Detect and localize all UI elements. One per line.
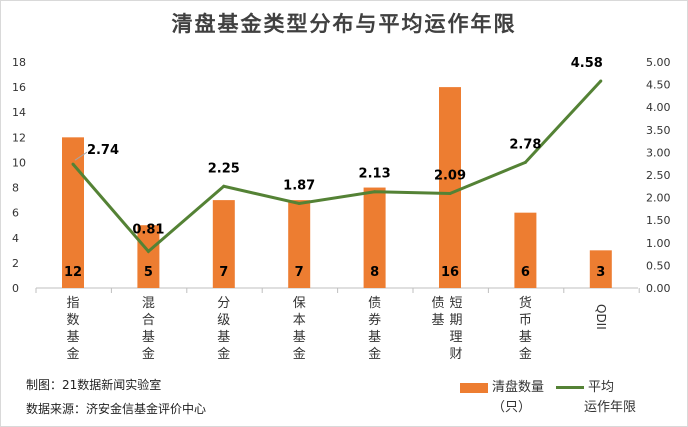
right-tick-label: 1.00 bbox=[646, 237, 671, 250]
line-point bbox=[222, 184, 226, 188]
bar bbox=[137, 225, 160, 288]
bar-label: 6 bbox=[521, 265, 530, 280]
category-label: 金 bbox=[142, 346, 155, 362]
bar-label: 16 bbox=[441, 265, 459, 280]
left-tick-label: 18 bbox=[12, 56, 26, 69]
label-leader bbox=[74, 151, 88, 161]
line-point bbox=[71, 162, 75, 166]
legend-bar: 清盘数量 （只） bbox=[460, 378, 544, 418]
left-tick-label: 0 bbox=[12, 282, 19, 295]
line-label: 4.58 bbox=[571, 56, 603, 71]
category-label: 金 bbox=[519, 346, 532, 362]
right-tick-label: 0.50 bbox=[646, 259, 671, 272]
category-label: 金 bbox=[66, 346, 79, 362]
line-label: 1.87 bbox=[283, 178, 315, 193]
bar bbox=[439, 87, 461, 288]
category-label: 保 bbox=[293, 296, 306, 311]
bar-label: 8 bbox=[370, 265, 379, 280]
category-label: 债 bbox=[431, 296, 444, 311]
left-tick-label: 10 bbox=[12, 156, 26, 169]
left-tick-label: 8 bbox=[12, 182, 19, 195]
right-tick-label: 4.00 bbox=[646, 101, 671, 114]
left-tick-label: 16 bbox=[12, 81, 26, 94]
chart-title: 清盘基金类型分布与平均运作年限 bbox=[171, 12, 517, 36]
category-label: 短 bbox=[449, 296, 462, 311]
credit-maker: 制图：21数据新闻实验室 bbox=[26, 378, 162, 392]
line-point bbox=[146, 249, 150, 253]
line-label: 0.81 bbox=[132, 222, 164, 237]
category-label: 金 bbox=[293, 346, 306, 362]
line-label: 2.78 bbox=[509, 137, 541, 152]
category-label: 币 bbox=[519, 313, 532, 328]
legend-bar-label: 清盘数量 bbox=[492, 380, 545, 395]
legend-line: 平均 运作年限 bbox=[556, 378, 636, 418]
line-point bbox=[523, 160, 527, 164]
category-label: 财 bbox=[449, 347, 462, 362]
category-label: 基 bbox=[142, 330, 155, 345]
legend-bar-swatch bbox=[460, 382, 488, 393]
right-tick-label: 2.00 bbox=[646, 192, 671, 205]
category-label: 基 bbox=[519, 330, 532, 345]
line-label: 2.74 bbox=[87, 143, 119, 158]
line-label: 2.09 bbox=[434, 169, 466, 184]
bar-label: 3 bbox=[596, 265, 605, 280]
category-label: 基 bbox=[368, 330, 381, 345]
category-label: 基 bbox=[293, 330, 306, 345]
category-label: 金 bbox=[217, 346, 230, 362]
left-tick-label: 2 bbox=[12, 257, 19, 270]
category-label: 货 bbox=[519, 295, 532, 311]
category-label: QDII bbox=[594, 304, 608, 330]
bar-label: 5 bbox=[144, 265, 153, 280]
category-label: 理 bbox=[449, 330, 462, 345]
bar bbox=[62, 137, 84, 288]
right-tick-label: 0.00 bbox=[646, 282, 671, 295]
category-label: 期 bbox=[449, 313, 462, 328]
right-tick-label: 3.50 bbox=[646, 124, 671, 137]
bar bbox=[514, 212, 537, 288]
right-tick-label: 4.50 bbox=[646, 79, 671, 92]
bar-label: 7 bbox=[295, 265, 304, 280]
legend-bar-unit: （只） bbox=[492, 400, 532, 415]
category-label: 本 bbox=[293, 313, 306, 328]
legend-line-label-2: 运作年限 bbox=[584, 400, 637, 415]
line-point bbox=[448, 192, 452, 196]
category-label: 合 bbox=[142, 313, 155, 328]
line-label: 2.25 bbox=[208, 161, 240, 176]
category-label: 金 bbox=[368, 346, 381, 362]
category-label: 级 bbox=[217, 313, 230, 328]
credit-source: 数据来源：济安金信基金评价中心 bbox=[26, 402, 207, 416]
right-tick-label: 3.00 bbox=[646, 146, 671, 159]
category-label: 基 bbox=[66, 330, 79, 345]
legend-line-swatch bbox=[556, 386, 584, 389]
left-tick-label: 14 bbox=[12, 106, 26, 119]
bar bbox=[212, 200, 235, 288]
category-label: 债 bbox=[368, 296, 381, 311]
left-tick-label: 6 bbox=[12, 207, 19, 220]
category-label: 数 bbox=[66, 313, 79, 328]
right-tick-label: 2.50 bbox=[646, 169, 671, 182]
left-tick-label: 12 bbox=[12, 131, 26, 144]
bar-label: 7 bbox=[219, 265, 228, 280]
category-label: 券 bbox=[368, 312, 381, 328]
bar bbox=[363, 187, 386, 288]
line-point bbox=[297, 201, 301, 205]
category-label: 基 bbox=[431, 313, 444, 328]
bar bbox=[589, 250, 612, 288]
right-tick-label: 1.50 bbox=[646, 214, 671, 227]
bar-label: 12 bbox=[64, 265, 82, 280]
left-tick-label: 4 bbox=[12, 232, 19, 245]
category-label: 混 bbox=[142, 296, 155, 311]
line-point bbox=[599, 79, 603, 83]
line-label: 2.13 bbox=[359, 167, 391, 182]
category-label: 基 bbox=[217, 330, 230, 345]
bar bbox=[288, 200, 311, 288]
line-series bbox=[71, 79, 602, 254]
line-point bbox=[373, 190, 377, 194]
category-label: 分 bbox=[217, 296, 230, 311]
legend-line-label: 平均 bbox=[588, 380, 615, 395]
right-tick-label: 5.00 bbox=[646, 56, 671, 69]
category-label: 指 bbox=[66, 296, 79, 311]
